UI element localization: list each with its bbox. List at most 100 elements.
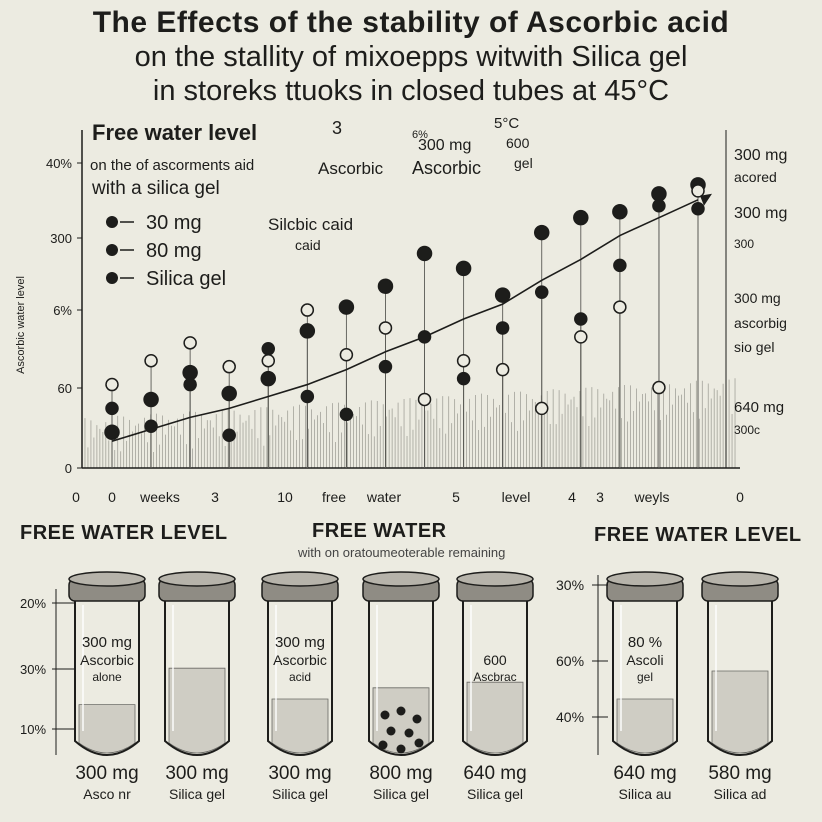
- tube-glass: [612, 595, 678, 756]
- data-point: [221, 385, 237, 402]
- tube-liquid: [466, 681, 524, 754]
- data-point: [182, 364, 198, 381]
- y-tick-label: 300: [50, 231, 72, 246]
- data-point: [417, 330, 432, 344]
- title-line-1: The Effects of the stability of Ascorbic…: [92, 6, 730, 39]
- data-point: [222, 428, 236, 442]
- data-point: [574, 330, 588, 344]
- tube-glass: [267, 595, 333, 756]
- tube-name: Silica au: [619, 786, 672, 802]
- tubes-header-right: FREE WATER LEVEL: [594, 524, 802, 546]
- tube-label-bot: gel: [637, 670, 653, 684]
- left-scale-label: 20%: [20, 596, 46, 611]
- y-tick-label: 6%: [53, 303, 72, 318]
- data-point: [261, 342, 276, 356]
- silica-bead: [396, 744, 406, 754]
- data-point: [299, 323, 316, 339]
- tube-label-top: 300 mg: [82, 634, 132, 651]
- legend-label: 30 mg: [146, 212, 202, 234]
- data-point: [300, 389, 315, 404]
- tube-label-mid: Ascorbic: [80, 652, 134, 668]
- tube-mg: 300 mg: [165, 763, 228, 784]
- trend-arrow: [700, 193, 712, 206]
- x-tick-label: weeks: [139, 489, 180, 505]
- tube-label-bot: acid: [289, 670, 311, 684]
- tube-name: Silica gel: [467, 786, 523, 802]
- silica-bead: [412, 714, 422, 724]
- tube-7: 580 mg Silica ad: [701, 571, 779, 802]
- title-line-3: in storeks ttuoks in closed tubes at 45°…: [152, 75, 670, 107]
- data-point: [573, 209, 589, 226]
- annotation-600: 600: [506, 135, 530, 151]
- y-tick-label: 0: [65, 461, 72, 476]
- data-point: [222, 359, 236, 374]
- right-label: 300 mg: [734, 290, 781, 306]
- silica-bead: [404, 728, 414, 738]
- tube-cork-top: [261, 571, 339, 587]
- tube-mg: 640 mg: [613, 763, 676, 784]
- tube-name: Silica gel: [373, 786, 429, 802]
- right-scale-label: 40%: [556, 709, 584, 725]
- y-tick-label: 40%: [46, 156, 72, 171]
- panel-title-number: 3: [332, 118, 342, 138]
- tube-cork-top: [701, 571, 779, 587]
- tube-glass: [462, 595, 528, 756]
- silica-bead: [414, 738, 424, 748]
- tube-liquid: [168, 667, 226, 754]
- data-point: [613, 258, 627, 273]
- tube-liquid: [271, 698, 329, 754]
- data-point: [183, 336, 197, 350]
- tube-mg: 800 mg: [369, 763, 432, 784]
- data-point: [534, 285, 549, 299]
- data-point: [105, 401, 119, 416]
- series-2: [105, 199, 705, 442]
- data-point: [417, 392, 432, 407]
- data-point: [339, 348, 354, 362]
- panel-subtitle-1: on the of ascorments aid: [90, 157, 254, 174]
- right-label: 300c: [734, 423, 760, 437]
- tubes-header-mid-sub: with on oratoumeoterable remaining: [298, 545, 506, 560]
- tube-liquid: [372, 687, 430, 754]
- silica-bead: [386, 726, 396, 736]
- annotation-pct: 6%: [412, 129, 428, 141]
- data-point: [416, 245, 433, 262]
- data-point: [261, 353, 276, 368]
- data-point: [612, 203, 628, 220]
- tubes-header-mid: FREE WATER: [312, 520, 447, 542]
- tube-glass: [368, 595, 434, 756]
- tube-2: 300 mg Silica gel: [158, 571, 236, 802]
- silica-bead: [396, 706, 406, 716]
- data-point: [495, 362, 510, 377]
- data-point: [338, 299, 355, 315]
- data-point: [378, 359, 393, 374]
- panel-subtitle-2: with a silica gel: [91, 178, 220, 199]
- panel-title: Free water level: [92, 120, 257, 145]
- x-tick-label: weyls: [633, 489, 669, 505]
- data-point: [613, 300, 627, 314]
- tubes-header-left: FREE WATER LEVEL: [20, 522, 228, 544]
- tube-cork-top: [456, 571, 534, 587]
- tube-label-bot: alone: [92, 670, 122, 684]
- x-tick-label: 0: [736, 489, 744, 505]
- data-point: [574, 312, 588, 326]
- tube-mg: 300 mg: [268, 763, 331, 784]
- tube-mg: 300 mg: [75, 763, 138, 784]
- right-scale-label: 60%: [556, 653, 584, 669]
- annotation-deg: 5°C: [494, 115, 519, 132]
- drop-lines: [111, 190, 699, 468]
- data-point: [377, 278, 394, 294]
- tube-liquid: [616, 698, 674, 754]
- legend-label: Silica gel: [146, 268, 226, 290]
- chart-title: The Effects of the stability of Ascorbic…: [0, 6, 822, 108]
- right-label: sio gel: [734, 339, 774, 355]
- silica-bead: [378, 740, 388, 750]
- data-point: [652, 199, 666, 213]
- y-axis-label: Ascorbic water level: [15, 276, 27, 374]
- tube-label-mid: Ascorbic: [273, 652, 327, 668]
- right-label: 300 mg: [734, 205, 787, 222]
- y-tick-label: 60: [58, 381, 72, 396]
- data-point: [144, 419, 158, 434]
- right-label: acored: [734, 169, 777, 185]
